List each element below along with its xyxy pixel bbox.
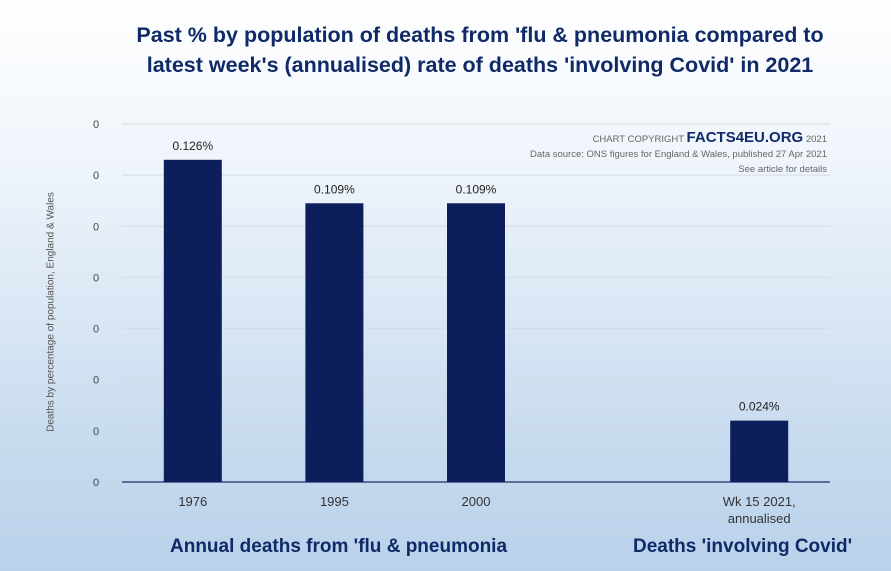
data-label: 0.109% [456, 182, 497, 196]
y-tick-label: 0 [93, 324, 99, 336]
x-tick-label: Wk 15 2021, [723, 494, 796, 509]
x-tick-label: 1976 [178, 494, 207, 509]
chart-title: Past % by population of deaths from 'flu… [100, 20, 860, 80]
copyright-prefix: CHART COPYRIGHT [592, 134, 684, 145]
group-label-covid: Deaths 'involving Covid' [633, 536, 853, 557]
y-tick-label: 0 [93, 426, 99, 438]
x-tick-label: 2000 [462, 494, 491, 509]
data-label: 0.024% [739, 400, 780, 414]
data-label: 0.126% [172, 139, 213, 153]
x-tick-label: 1995 [320, 494, 349, 509]
data-source-note: Data source: ONS figures for England & W… [530, 149, 827, 160]
article-note: See article for details [738, 164, 827, 175]
y-tick-label: 0 [93, 221, 99, 233]
x-tick-label: annualised [728, 511, 791, 526]
brand-name: FACTS4EU.ORG [686, 129, 804, 146]
y-tick-label: 0 [93, 375, 99, 387]
bar-2000 [447, 203, 505, 482]
group-label-flu: Annual deaths from 'flu & pneumonia [170, 536, 508, 557]
copyright-year: 2021 [805, 134, 827, 145]
y-tick-label: 0 [93, 119, 99, 131]
chart-title-line-2: latest week's (annualised) rate of death… [146, 53, 814, 77]
y-tick-label: 0 [93, 272, 99, 284]
y-tick-label: 0 [93, 477, 99, 489]
bar-wk-15-2021-annualised [730, 420, 789, 482]
chart-title-line-1: Past % by population of deaths from 'flu… [136, 23, 824, 47]
y-tick-label: 0 [93, 170, 99, 182]
copyright-block: CHART COPYRIGHT FACTS4EU.ORG 2021 Data s… [530, 130, 827, 177]
data-label: 0.109% [314, 182, 355, 196]
bar-1976 [163, 159, 222, 483]
copyright-line: CHART COPYRIGHT FACTS4EU.ORG 2021 [530, 130, 827, 147]
bar-1995 [305, 203, 364, 482]
